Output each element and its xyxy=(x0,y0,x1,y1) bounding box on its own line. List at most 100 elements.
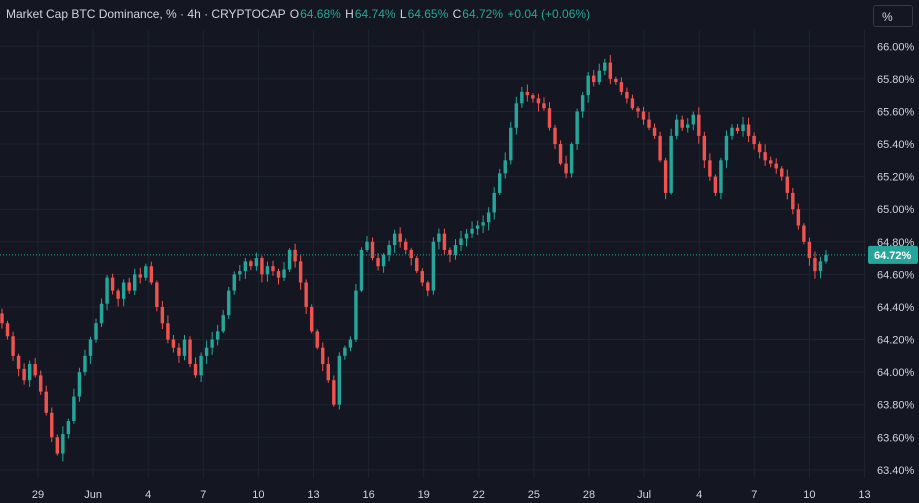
candle-body xyxy=(719,160,723,193)
price-tick-label: 65.80% xyxy=(877,74,915,86)
candle-body xyxy=(735,127,740,132)
candle-body xyxy=(531,95,535,99)
candle-body xyxy=(381,254,386,267)
candle-body xyxy=(813,258,817,272)
candle-body xyxy=(420,271,425,283)
candle-body xyxy=(221,315,225,332)
time-tick-label: 19 xyxy=(418,489,430,501)
candle-body xyxy=(160,306,165,324)
candle-body xyxy=(110,277,115,291)
candle-body xyxy=(475,225,480,229)
candle-body xyxy=(398,233,402,242)
candle-body xyxy=(603,62,607,71)
candle-body xyxy=(359,249,364,291)
time-tick-label: 10 xyxy=(803,489,815,501)
time-tick-label: 10 xyxy=(252,489,264,501)
price-tick-label: 64.60% xyxy=(877,269,915,281)
change-value: +0.04 (+0.06%) xyxy=(507,7,591,21)
candle-body xyxy=(680,119,684,128)
candle-body xyxy=(625,91,629,99)
candle-body xyxy=(166,323,170,340)
candle-body xyxy=(271,266,275,272)
candle-body xyxy=(558,144,563,164)
percent-scale-button[interactable]: % xyxy=(873,5,913,27)
candle-body xyxy=(94,323,98,340)
candle-body xyxy=(326,363,330,381)
candle-body xyxy=(332,380,336,405)
candle-body xyxy=(785,176,790,193)
candle-body xyxy=(61,434,65,454)
candle-body xyxy=(276,271,281,278)
candle-body xyxy=(260,258,264,275)
candle-body xyxy=(99,303,104,324)
candle-body xyxy=(614,78,618,83)
candle-body xyxy=(669,135,673,193)
candle-body xyxy=(608,62,613,79)
candle-body xyxy=(503,160,507,174)
candle-body xyxy=(818,261,823,272)
close-label: C xyxy=(452,7,462,21)
time-tick-label: 25 xyxy=(528,489,540,501)
candle-body xyxy=(50,412,54,438)
time-axis[interactable]: 29 Jun 4 7 10 13 16 19 22 25 28 Jul 4 7 10 13 xyxy=(32,489,871,501)
last-price-label: 64.72% xyxy=(868,245,918,264)
candle-body xyxy=(564,163,568,174)
candle-body xyxy=(315,331,319,348)
candle-body xyxy=(44,391,48,413)
candle-body xyxy=(791,192,795,210)
time-tick-label: 7 xyxy=(751,489,757,501)
time-tick-label: 4 xyxy=(145,489,151,501)
candle-body xyxy=(663,160,668,193)
candle-body xyxy=(55,437,60,454)
candle-body xyxy=(674,119,679,136)
candle-body xyxy=(11,336,15,356)
candle-body xyxy=(807,241,812,259)
candle-body xyxy=(182,339,187,356)
candle-body xyxy=(448,249,452,255)
candle-body xyxy=(365,241,369,250)
candle-body xyxy=(249,261,253,267)
candle-body xyxy=(287,249,292,270)
candle-body xyxy=(525,91,530,96)
candle-body xyxy=(641,111,646,120)
candle-body xyxy=(702,135,707,161)
time-tick-label: 29 xyxy=(32,489,44,501)
close-value: 64.72% xyxy=(462,7,503,21)
candle-body xyxy=(486,212,491,223)
candle-body xyxy=(354,290,358,340)
price-tick-label: 64.40% xyxy=(877,302,915,314)
candle-body xyxy=(547,108,552,128)
candle-body xyxy=(509,127,513,161)
time-tick-label: 22 xyxy=(473,489,485,501)
price-tick-label: 65.60% xyxy=(877,106,915,118)
candles xyxy=(0,55,828,462)
candle-body xyxy=(376,258,380,267)
price-tick-label: 64.80% xyxy=(877,237,915,249)
candle-body xyxy=(116,290,120,299)
candle-body xyxy=(282,269,286,278)
candle-body xyxy=(630,98,635,109)
open-value: 64.68% xyxy=(300,7,341,21)
price-tick-label: 63.60% xyxy=(877,432,915,444)
chart-legend: Market Cap BTC Dominance, % · 4h · CRYPT… xyxy=(6,7,591,21)
candle-body xyxy=(210,339,214,348)
candle-body xyxy=(569,144,574,174)
candle-body xyxy=(171,339,176,348)
candle-body xyxy=(498,173,502,193)
time-tick-label: 16 xyxy=(362,489,374,501)
price-tick-label: 63.80% xyxy=(877,400,915,412)
candle-body xyxy=(337,355,342,405)
candle-body xyxy=(265,266,270,275)
candle-body xyxy=(752,135,756,145)
candle-body xyxy=(724,135,729,161)
candle-body xyxy=(780,168,784,177)
candle-body xyxy=(243,261,248,272)
candle-body xyxy=(33,363,37,376)
candle-body xyxy=(254,258,259,267)
candle-body xyxy=(464,233,469,239)
candle-body xyxy=(387,245,391,255)
candle-body xyxy=(426,282,430,291)
price-tick-label: 66.00% xyxy=(877,41,915,53)
